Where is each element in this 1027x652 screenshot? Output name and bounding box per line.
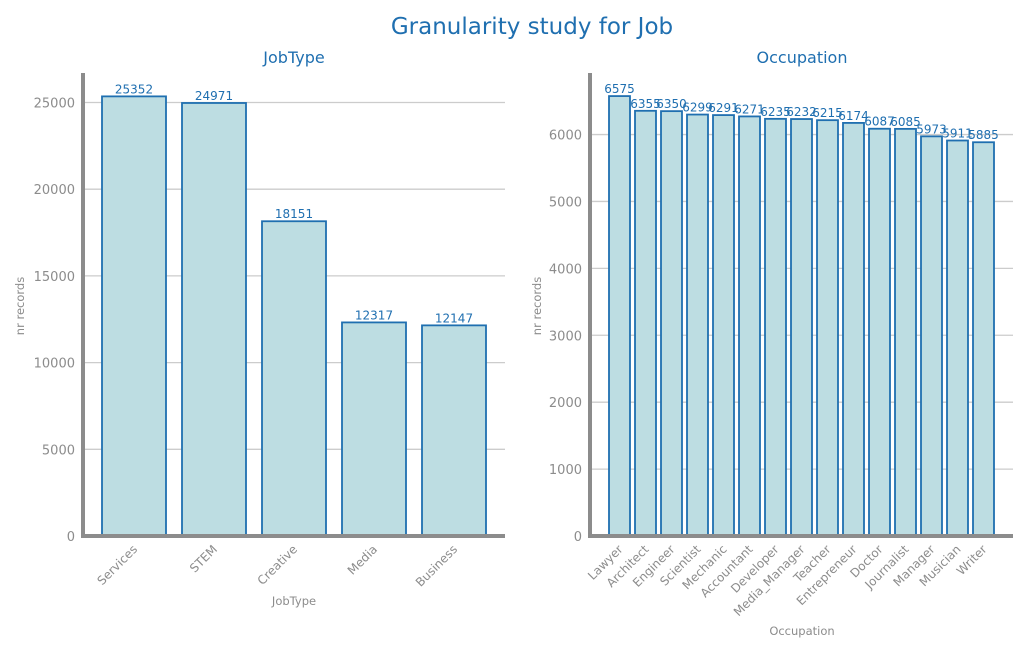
x-tick-label: Business	[413, 542, 460, 589]
bar	[842, 122, 865, 537]
bar	[894, 127, 917, 537]
bar	[660, 110, 683, 537]
bar	[764, 117, 787, 537]
bar	[712, 114, 735, 537]
chart-title: Occupation	[757, 48, 848, 67]
y-tick-label: 2000	[549, 396, 582, 411]
data-label: 5973	[916, 122, 947, 136]
data-label: 6215	[812, 106, 843, 120]
data-label: 6271	[734, 102, 765, 116]
data-label: 25352	[115, 82, 153, 96]
y-tick-label: 15000	[34, 270, 75, 285]
data-label: 6350	[656, 97, 687, 111]
y-tick-label: 1000	[549, 463, 582, 478]
y-axis-label: nr records	[530, 277, 544, 335]
bar	[181, 102, 247, 537]
data-label: 6575	[604, 82, 635, 96]
x-tick-label: STEM	[187, 542, 220, 575]
bar	[101, 95, 167, 537]
data-label: 5911	[942, 127, 973, 141]
data-label: 5885	[968, 128, 999, 142]
bar	[421, 324, 487, 537]
data-label: 6291	[708, 101, 739, 115]
y-tick-label: 5000	[549, 195, 582, 210]
y-tick-label: 6000	[549, 129, 582, 144]
x-tick-label: Creative	[255, 542, 300, 587]
data-label: 6085	[890, 115, 921, 129]
data-label: 6232	[786, 105, 817, 119]
y-tick-label: 10000	[34, 357, 75, 372]
x-axis-label: JobType	[271, 594, 316, 608]
data-label: 18151	[275, 207, 313, 221]
data-label: 6087	[864, 115, 895, 129]
bar	[634, 109, 657, 537]
y-tick-label: 4000	[549, 262, 582, 277]
data-label: 24971	[195, 89, 233, 103]
bar	[920, 135, 943, 537]
bar	[972, 141, 995, 537]
y-tick-label: 25000	[34, 96, 75, 111]
bar	[816, 119, 839, 537]
data-label: 12317	[355, 308, 393, 322]
occupation-chart: 01000200030004000500060006575Lawyer6355A…	[530, 48, 1013, 638]
bar	[868, 127, 891, 537]
figure-title: Granularity study for Job	[391, 14, 673, 40]
bar	[261, 220, 327, 537]
bar	[686, 113, 709, 537]
bar	[790, 118, 813, 537]
bar	[341, 321, 407, 537]
x-tick-label: Services	[94, 542, 140, 588]
data-label: 12147	[435, 311, 473, 325]
y-tick-label: 0	[574, 530, 582, 545]
bar	[608, 95, 631, 537]
y-axis-label: nr records	[13, 277, 27, 335]
x-tick-label: Writer	[954, 542, 990, 578]
y-tick-label: 3000	[549, 329, 582, 344]
data-label: 6299	[682, 101, 713, 115]
bar	[946, 139, 969, 537]
x-axis-label: Occupation	[769, 624, 834, 638]
bar	[738, 115, 761, 537]
y-tick-label: 20000	[34, 183, 75, 198]
y-tick-label: 5000	[42, 443, 75, 458]
jobtype-chart: 0 5000 10000 15000 20000 25000 25352 Services 24…	[13, 48, 505, 608]
data-label: 6174	[838, 109, 869, 123]
chart-title: JobType	[262, 48, 324, 67]
data-label: 6235	[760, 105, 791, 119]
x-tick-label: Media	[345, 542, 380, 577]
data-label: 6355	[630, 97, 661, 111]
y-tick-label: 0	[67, 530, 75, 545]
